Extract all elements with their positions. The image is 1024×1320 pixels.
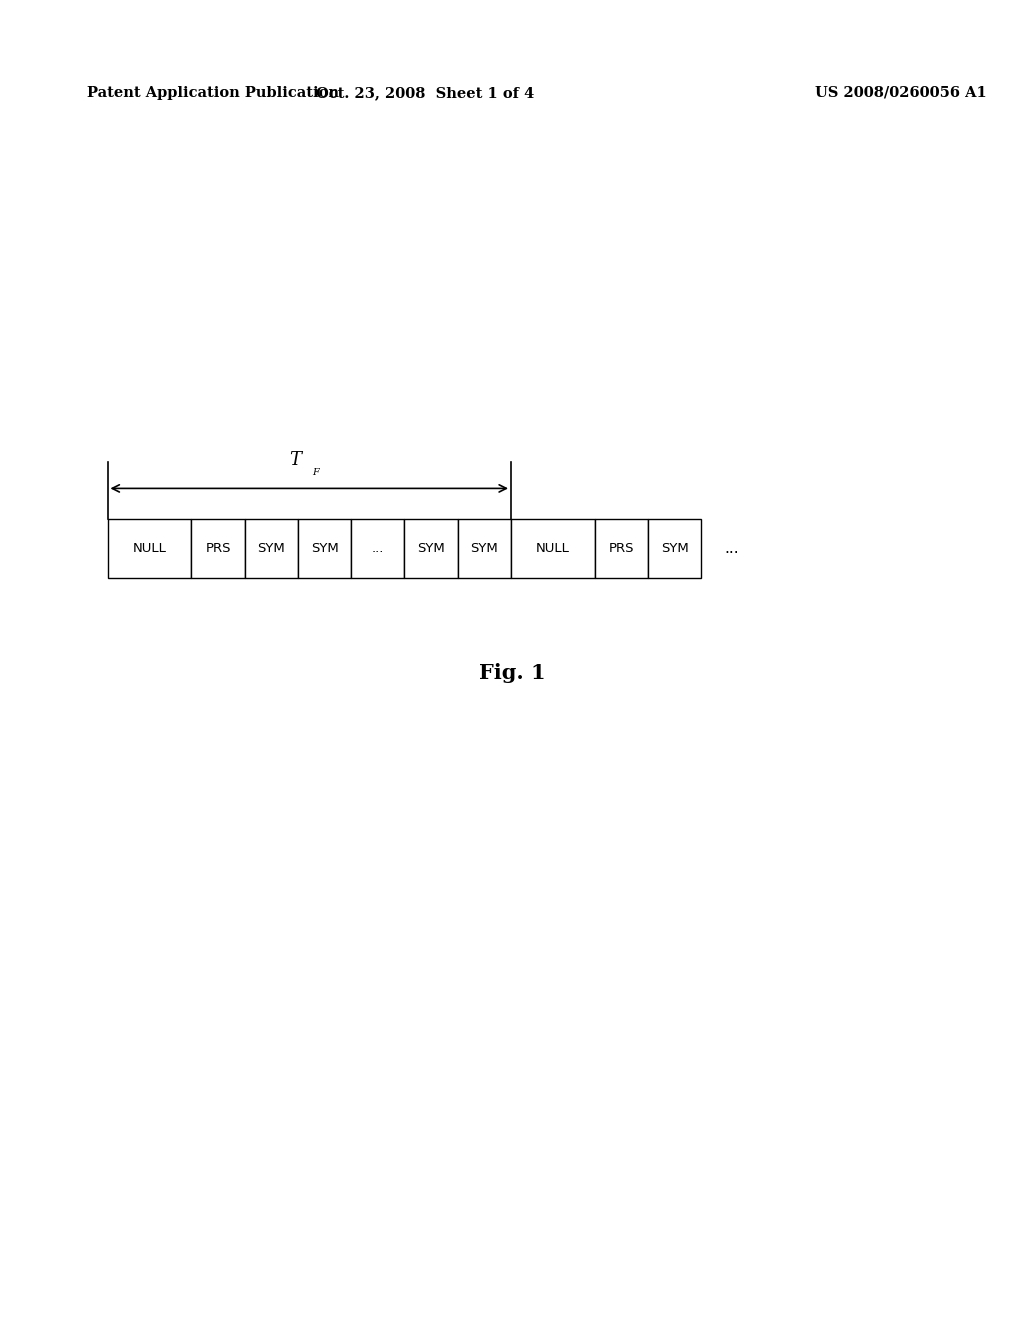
Text: SYM: SYM	[310, 543, 339, 554]
Bar	[351, 519, 404, 578]
Text: PRS: PRS	[206, 543, 230, 554]
Text: US 2008/0260056 A1: US 2008/0260056 A1	[815, 86, 987, 100]
Text: $_F$: $_F$	[312, 463, 322, 478]
Text: Patent Application Publication: Patent Application Publication	[87, 86, 339, 100]
Bar	[245, 519, 298, 578]
Text: SYM: SYM	[470, 543, 499, 554]
Text: Oct. 23, 2008  Sheet 1 of 4: Oct. 23, 2008 Sheet 1 of 4	[315, 86, 535, 100]
Text: PRS: PRS	[609, 543, 634, 554]
Text: SYM: SYM	[257, 543, 286, 554]
Bar	[298, 519, 351, 578]
Bar	[404, 519, 458, 578]
Text: ...: ...	[372, 543, 384, 554]
Text: NULL: NULL	[536, 543, 570, 554]
Text: SYM: SYM	[660, 543, 689, 554]
Bar	[511, 519, 595, 578]
Text: Fig. 1: Fig. 1	[478, 663, 546, 684]
Bar	[108, 519, 191, 578]
Text: SYM: SYM	[417, 543, 445, 554]
Bar	[595, 519, 648, 578]
Bar	[458, 519, 511, 578]
Text: ...: ...	[725, 541, 739, 556]
Bar	[648, 519, 701, 578]
Text: $T$: $T$	[289, 450, 304, 469]
Bar	[191, 519, 245, 578]
Text: NULL: NULL	[132, 543, 167, 554]
